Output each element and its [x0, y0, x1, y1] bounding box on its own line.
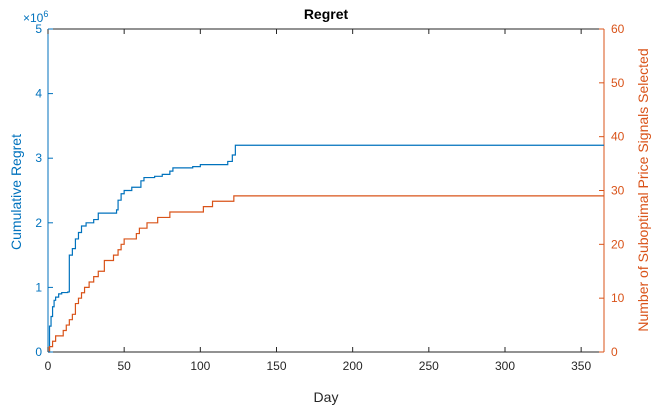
- x-tick-label: 300: [495, 359, 515, 373]
- y-left-exponent-label: ×106: [23, 9, 48, 25]
- x-tick-label: 100: [190, 359, 210, 373]
- y-left-tick-label: 0: [35, 345, 42, 359]
- series-line-cumulative-regret: [48, 144, 604, 353]
- chart-title: Regret: [304, 6, 349, 22]
- y-left-tick-label: 5: [35, 22, 42, 36]
- x-tick-label: 250: [419, 359, 439, 373]
- y-left-axis-label: Cumulative Regret: [8, 134, 24, 250]
- y-left-tick-label: 3: [35, 151, 42, 165]
- y-right-axis-label: Number of Suboptimal Price Signals Selec…: [635, 48, 651, 331]
- x-tick-label: 150: [266, 359, 286, 373]
- y-right-tick-label: 0: [611, 345, 618, 359]
- x-tick-label: 50: [117, 359, 131, 373]
- y-left-tick-label: 2: [35, 216, 42, 230]
- x-tick-label: 0: [45, 359, 52, 373]
- y-right-tick-label: 60: [611, 22, 625, 36]
- y-right-axis: 0 10 20 30 40 50 60: [599, 22, 625, 359]
- y-right-tick-label: 20: [611, 237, 625, 251]
- y-right-tick-label: 30: [611, 184, 625, 198]
- exponent-base: ×10: [23, 11, 44, 25]
- y-left-axis: 0 1 2 3 4 5: [35, 22, 53, 359]
- y-left-tick-label: 1: [35, 280, 42, 294]
- y-right-tick-label: 50: [611, 76, 625, 90]
- x-axis-label: Day: [314, 389, 339, 405]
- y-right-tick-label: 10: [611, 291, 625, 305]
- x-axis: 0 50 100 150 200 250 300 350: [45, 29, 591, 373]
- y-right-tick-label: 40: [611, 130, 625, 144]
- series-layer: [48, 144, 604, 353]
- series-line-suboptimal-signals: [48, 195, 604, 353]
- y-left-tick-label: 4: [35, 87, 42, 101]
- exponent-power: 6: [43, 9, 48, 19]
- x-tick-label: 200: [343, 359, 363, 373]
- x-tick-label: 350: [571, 359, 591, 373]
